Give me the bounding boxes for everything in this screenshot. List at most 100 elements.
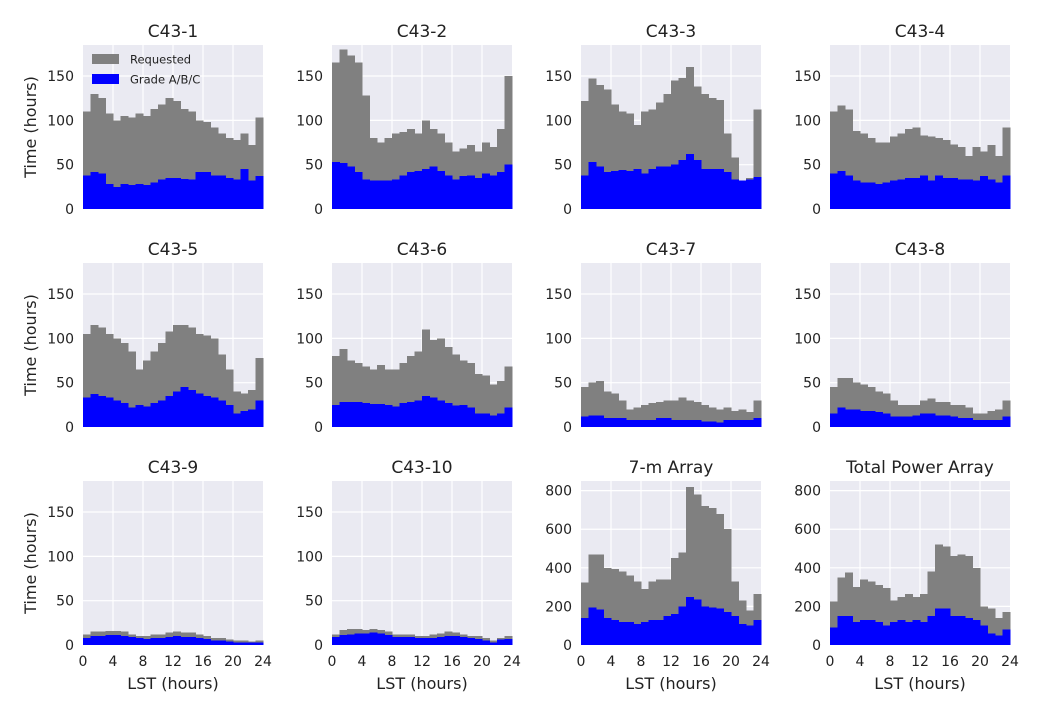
- bar-grade-abc: [482, 640, 490, 645]
- bar-grade-abc: [444, 403, 453, 427]
- bar-requested: [950, 404, 958, 427]
- bar-grade-abc: [188, 389, 196, 427]
- bar-grade-abc: [482, 413, 490, 427]
- bar-requested: [1002, 400, 1011, 427]
- y-tick-label: 100: [47, 549, 74, 565]
- bar-grade-abc: [723, 171, 732, 209]
- bar-requested: [384, 369, 393, 427]
- y-tick-label: 150: [794, 69, 821, 85]
- bar-grade-abc: [180, 637, 189, 645]
- bar-requested: [678, 77, 687, 209]
- y-tick-label: 100: [794, 113, 821, 129]
- y-tick-label: 150: [545, 287, 572, 303]
- x-tick-label: 12: [164, 654, 182, 670]
- bar-requested: [611, 568, 619, 645]
- bar-grade-abc: [912, 415, 921, 427]
- y-tick-label: 0: [65, 202, 74, 218]
- x-tick-label: 4: [856, 654, 865, 670]
- bar-grade-abc: [852, 180, 861, 209]
- bar-grade-abc: [98, 395, 106, 427]
- bar-grade-abc: [444, 175, 453, 209]
- subplot-title: C43-5: [148, 240, 198, 260]
- bar-grade-abc: [641, 621, 649, 645]
- bar-grade-abc: [459, 404, 468, 427]
- bar-grade-abc: [195, 393, 204, 427]
- bar-requested: [686, 400, 694, 427]
- bar-grade-abc: [210, 175, 219, 209]
- bar-requested: [633, 581, 642, 645]
- bar-requested: [656, 102, 664, 209]
- bar-requested: [693, 494, 702, 645]
- bar-requested: [671, 400, 679, 427]
- bar-grade-abc: [422, 395, 430, 427]
- subplot-title: C43-9: [148, 458, 198, 478]
- subplot: C43-3 0 50 100 150: [545, 22, 762, 218]
- bar-grade-abc: [927, 180, 936, 209]
- subplot-title: C43-6: [397, 240, 447, 260]
- bar-grade-abc: [693, 160, 702, 209]
- x-tick-label: 12: [911, 654, 929, 670]
- bar-grade-abc: [837, 170, 846, 209]
- bar-grade-abc: [987, 419, 996, 427]
- bar-grade-abc: [845, 175, 853, 209]
- bar-grade-abc: [633, 169, 642, 209]
- bar-requested: [693, 86, 702, 209]
- bar-grade-abc: [422, 169, 430, 209]
- bar-requested: [407, 129, 415, 209]
- y-tick-label: 100: [794, 331, 821, 347]
- bar-grade-abc: [746, 179, 754, 209]
- bar-grade-abc: [648, 169, 657, 209]
- bar-requested: [474, 373, 483, 427]
- bar-grade-abc: [708, 169, 717, 209]
- y-tick-label: 0: [314, 420, 323, 436]
- y-tick-label: 200: [794, 599, 821, 615]
- bar-grade-abc: [875, 621, 883, 645]
- bar-requested: [332, 356, 340, 427]
- subplot: C43-6 0 50 100 150: [296, 240, 513, 436]
- bar-grade-abc: [920, 621, 928, 645]
- bar-requested: [995, 617, 1003, 645]
- subplot: C43-4 0 50 100 150: [794, 22, 1011, 218]
- bar-requested: [927, 571, 936, 645]
- bar-requested: [701, 404, 709, 427]
- x-tick-label: 0: [79, 654, 88, 670]
- bar-grade-abc: [347, 634, 355, 645]
- bar-grade-abc: [860, 182, 868, 209]
- bar-requested: [663, 400, 672, 427]
- bar-requested: [158, 342, 166, 427]
- bar-grade-abc: [656, 418, 664, 427]
- x-tick-label: 12: [413, 654, 431, 670]
- bar-requested: [882, 588, 891, 645]
- bar-grade-abc: [369, 632, 378, 645]
- bar-requested: [225, 369, 234, 427]
- bar-requested: [135, 369, 144, 427]
- bar-grade-abc: [248, 642, 256, 645]
- bar-grade-abc: [678, 160, 687, 209]
- bar-grade-abc: [927, 616, 936, 645]
- bar-requested: [927, 136, 936, 209]
- bar-requested: [180, 325, 189, 427]
- bar-requested: [497, 129, 505, 209]
- bar-requested: [942, 402, 951, 427]
- bar-requested: [113, 120, 121, 209]
- bar-grade-abc: [504, 638, 513, 645]
- bar-grade-abc: [875, 184, 883, 209]
- bar-requested: [150, 351, 159, 427]
- bar-requested: [188, 327, 196, 427]
- bar-requested: [596, 554, 604, 645]
- bar-grade-abc: [407, 171, 415, 209]
- bar-grade-abc: [113, 400, 121, 427]
- y-tick-label: 0: [812, 202, 821, 218]
- bar-grade-abc: [708, 607, 717, 645]
- bar-grade-abc: [83, 397, 91, 427]
- y-tick-label: 150: [794, 287, 821, 303]
- y-tick-label: 0: [65, 420, 74, 436]
- bar-grade-abc: [233, 642, 241, 645]
- bar-requested: [723, 407, 732, 427]
- y-tick-label: 50: [56, 158, 74, 174]
- bar-requested: [407, 356, 415, 427]
- bar-requested: [912, 127, 921, 209]
- y-tick-label: 150: [47, 287, 74, 303]
